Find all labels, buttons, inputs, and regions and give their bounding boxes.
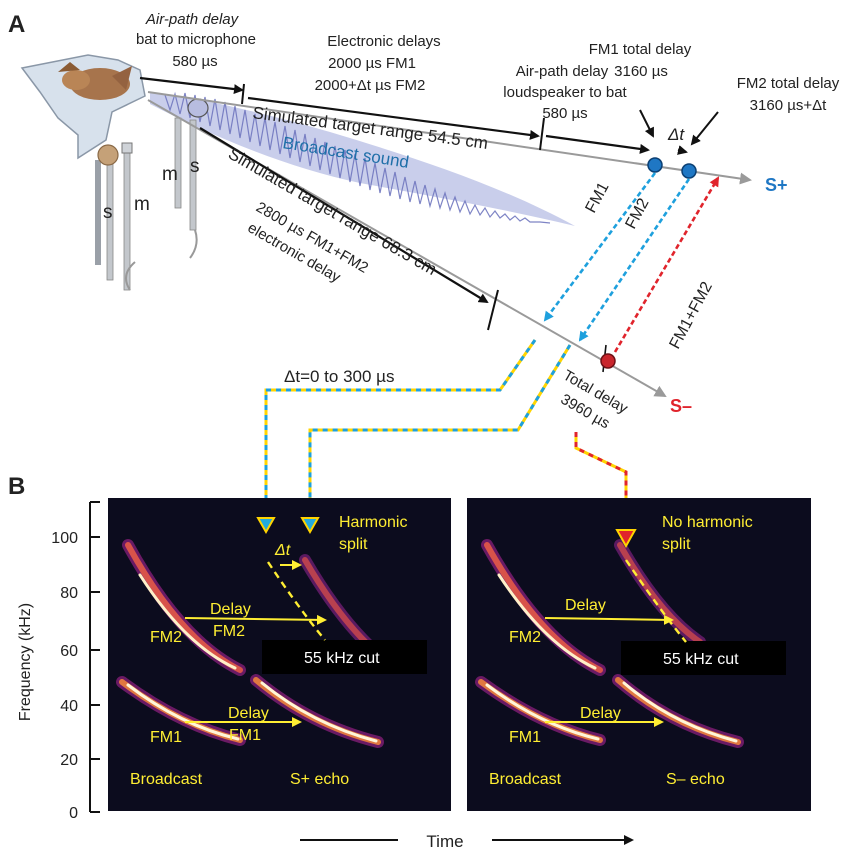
delay-fm2-label-1: Delay: [210, 601, 251, 618]
fm1-label-right: FM1: [509, 729, 541, 746]
y-tick-40: 40: [60, 698, 78, 715]
delta-t-b-label: Δt: [274, 542, 291, 559]
svg-text:loudspeaker to bat: loudspeaker to bat: [503, 84, 627, 101]
fm1-echo-point: [647, 157, 663, 173]
airpath-speaker-text: Air-path delay loudspeaker to bat 580 µs: [503, 63, 627, 122]
fm2-echo-point: [681, 163, 697, 179]
svg-text:FM1 total delay: FM1 total delay: [589, 41, 692, 58]
fm2-label-right: FM2: [509, 629, 541, 646]
sminus-echo-point: [600, 353, 616, 369]
total-delay-text: Total delay 3960 µs: [558, 367, 631, 433]
loudspeaker-icon: [187, 98, 209, 118]
cut-label-left: 55 kHz cut: [304, 650, 380, 667]
svg-text:FM2 total delay: FM2 total delay: [737, 75, 840, 92]
fm1-total-text: FM1 total delay 3160 µs: [589, 41, 692, 80]
svg-text:2000 µs FM1: 2000 µs FM1: [328, 55, 416, 72]
delta-t-label: Δt: [667, 125, 685, 144]
y-tick-60: 60: [60, 643, 78, 660]
fm2-label-left: FM2: [150, 629, 182, 646]
broadcast-label-right: Broadcast: [489, 771, 562, 788]
m-label-2: m: [162, 164, 178, 185]
y-tick-20: 20: [60, 752, 78, 769]
airpath-mic-arrow: [139, 76, 244, 95]
svg-text:bat to microphone: bat to microphone: [136, 31, 256, 48]
y-tick-100: 100: [51, 530, 78, 547]
panel-b-letter: B: [8, 473, 25, 500]
delay-bottom-label-right: Delay: [580, 705, 621, 722]
s-plus-label: S+: [765, 175, 788, 195]
spectrogram-left: [108, 498, 451, 811]
m-label-1: m: [134, 194, 150, 215]
delay-top-label-right: Delay: [565, 597, 606, 614]
fm12-echo-arrow: [613, 176, 720, 353]
microphones: [95, 98, 209, 291]
no-harmonic-split-label-2: split: [662, 536, 691, 553]
fm1-arrow-label: FM1: [583, 180, 613, 216]
harmonic-split-label-1: Harmonic: [339, 514, 407, 531]
delta-range-label: Δt=0 to 300 µs: [284, 367, 394, 386]
fm12-arrow-label: FM1+FM2: [667, 279, 716, 352]
sminus-electronic-arrow: [199, 127, 489, 304]
echo-label-right: S– echo: [666, 771, 725, 788]
cut-label-right: 55 kHz cut: [663, 651, 739, 668]
panel-a-letter: A: [8, 11, 25, 38]
electronic-delays-text: Electronic delays 2000 µs FM1 2000+Δt µs…: [315, 33, 441, 94]
broadcast-label-left: Broadcast: [130, 771, 203, 788]
delay-fm1-label-2: FM1: [229, 727, 261, 744]
y-axis-label: Frequency (kHz): [17, 603, 34, 721]
s-label-2: s: [190, 156, 200, 177]
svg-text:580 µs: 580 µs: [172, 53, 217, 70]
s-label-1: s: [103, 202, 113, 223]
s-minus-label: S–: [670, 396, 692, 416]
fm2-arrow-label: FM2: [623, 196, 653, 232]
fm2-echo-arrow: [578, 178, 691, 342]
svg-text:2000+Δt µs FM2: 2000+Δt µs FM2: [315, 77, 426, 94]
y-axis: 0 20 40 60 80 100: [51, 501, 100, 822]
routing-left: [264, 339, 572, 515]
y-tick-80: 80: [60, 585, 78, 602]
svg-text:Electronic delays: Electronic delays: [327, 33, 440, 50]
svg-text:3160 µs+Δt: 3160 µs+Δt: [750, 97, 827, 114]
y-tick-0: 0: [69, 805, 78, 822]
delay-fm2-label-2: FM2: [213, 623, 245, 640]
delay-fm1-label-1: Delay: [228, 705, 269, 722]
bat-platform: [20, 54, 146, 160]
x-axis-label: Time: [426, 832, 463, 851]
echo-label-left: S+ echo: [290, 771, 349, 788]
svg-text:Air-path delay: Air-path delay: [145, 11, 240, 28]
harmonic-split-label-2: split: [339, 536, 368, 553]
spectrogram-right: [467, 498, 811, 811]
fm1-echo-arrow: [543, 172, 657, 322]
no-harmonic-split-label-1: No harmonic: [662, 514, 753, 531]
fm1-label-left: FM1: [150, 729, 182, 746]
fm2-total-text: FM2 total delay 3160 µs+Δt: [737, 75, 840, 114]
airpath-speaker-arrow: [545, 134, 650, 154]
broadcast-sound-wave: [150, 91, 575, 226]
svg-text:Air-path delay: Air-path delay: [516, 63, 609, 80]
svg-text:580 µs: 580 µs: [542, 105, 587, 122]
airpath-mic-text: Air-path delay bat to microphone 580 µs: [136, 11, 256, 70]
electronic-delay-arrow: [247, 96, 540, 140]
svg-text:3160 µs: 3160 µs: [614, 63, 668, 80]
